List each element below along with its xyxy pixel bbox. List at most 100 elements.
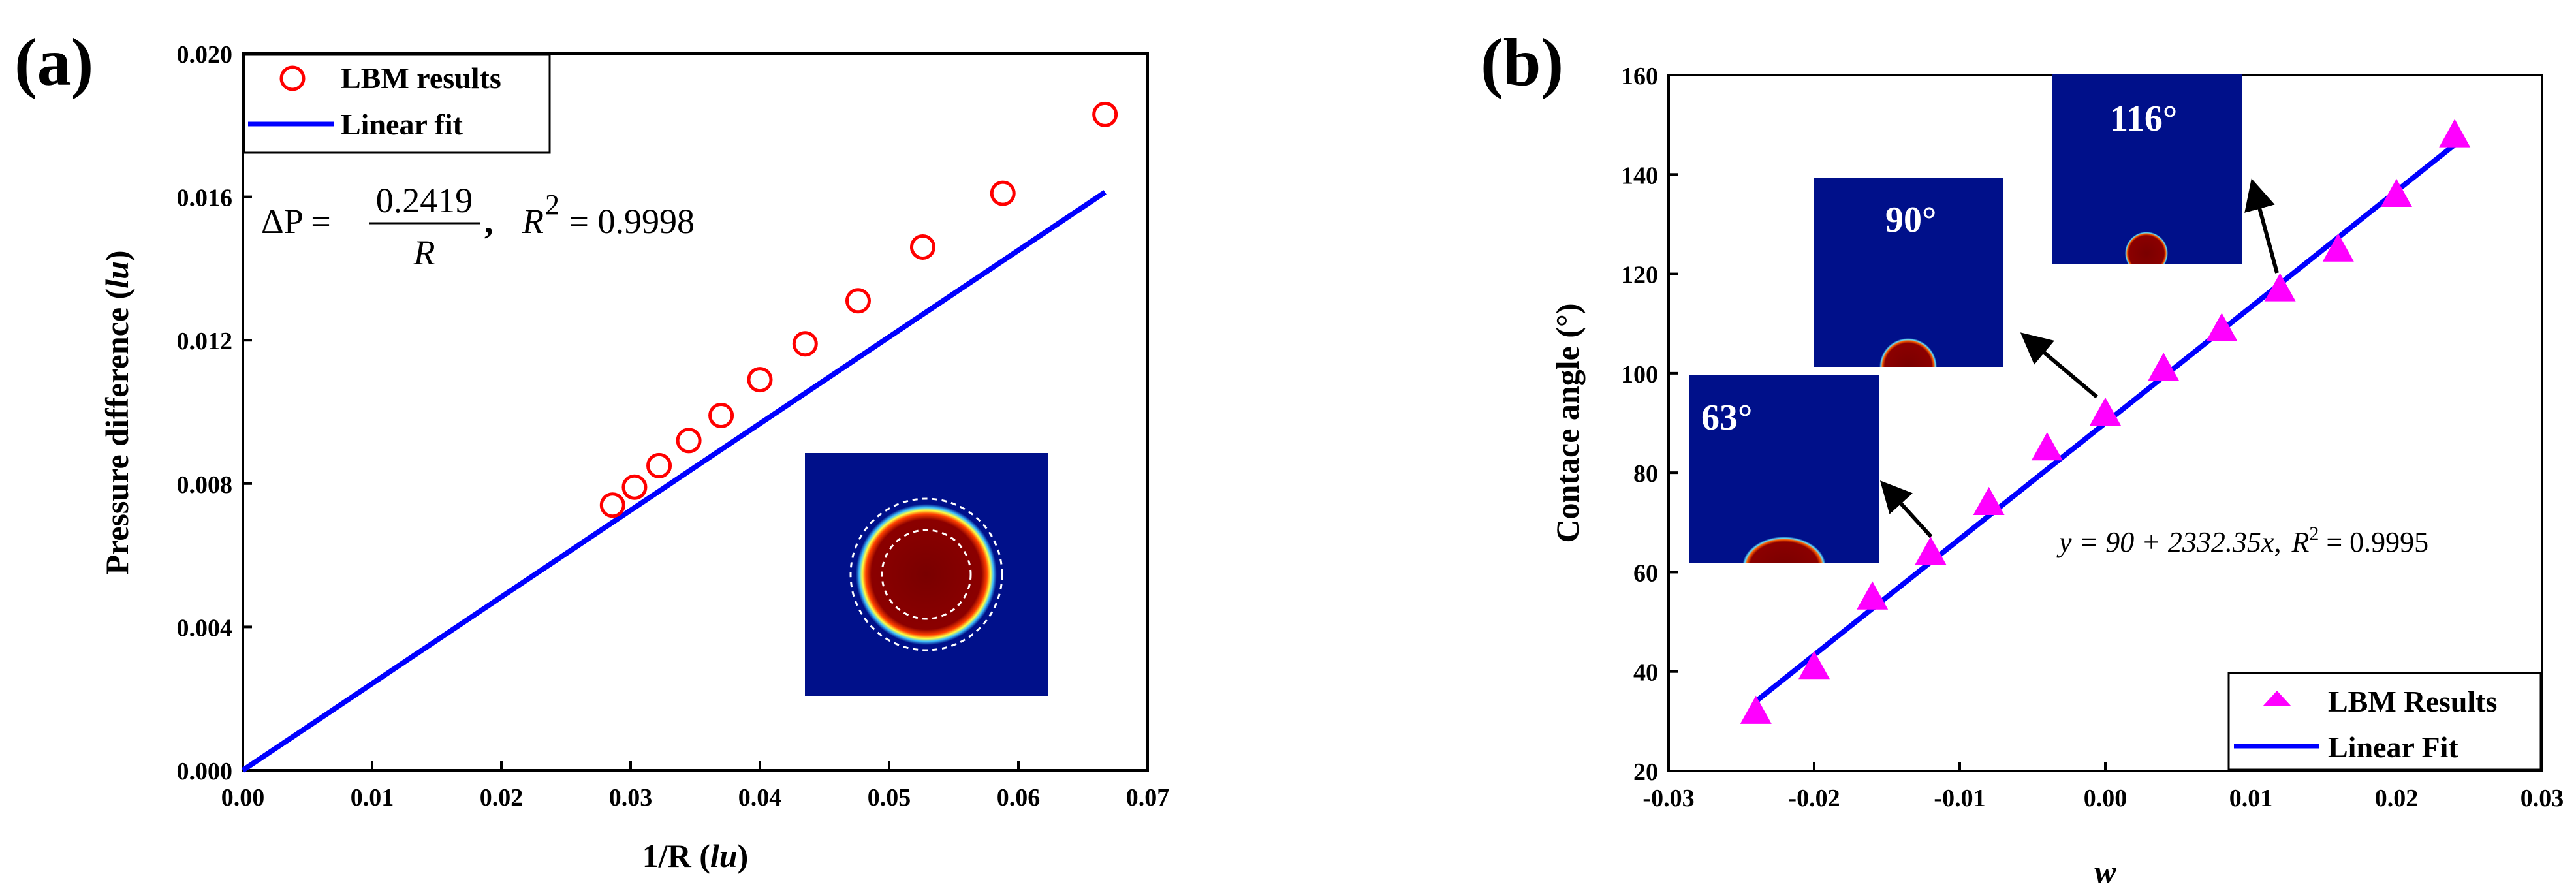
panel-b-arrow-116 [2244, 178, 2279, 274]
panel-b-x-ticks: -0.03 -0.02 -0.01 0.00 0.01 0.02 0.03 [1642, 762, 2564, 812]
panel-a-eq-r2-sup: 2 [545, 189, 559, 221]
panel-a-eq-numerator: 0.2419 [376, 181, 473, 220]
panel-b: (b) -0.03 -0.02 -0.01 0.00 0.01 0.02 0.03 20 40… [1481, 25, 2564, 890]
panel-b-data-point [1973, 486, 2005, 516]
panel-b-x-tick-label: 0.01 [2229, 785, 2273, 812]
panel-a-y-ticks: 0.000 0.004 0.008 0.012 0.016 0.020 [177, 41, 252, 785]
panel-a-y-tick-label: 0.008 [177, 471, 233, 499]
panel-b-inset-90: 90° [1814, 178, 2003, 367]
panel-b-x-axis-label: w [2094, 853, 2116, 890]
panel-b-legend: LBM Results Linear Fit [2227, 672, 2542, 771]
panel-a-y-tick-label: 0.004 [177, 614, 233, 642]
panel-b-inset-116-label: 116° [2110, 99, 2177, 139]
panel-b-data-point [2264, 273, 2296, 302]
panel-a-eq-denominator: R [413, 233, 435, 272]
panel-b-data-point [2381, 178, 2412, 207]
panel-a-y-tick-label: 0.012 [177, 328, 233, 355]
panel-b-x-tick-label: 0.02 [2375, 785, 2419, 812]
panel-b-arrow-63 [1879, 480, 1933, 539]
panel-b-inset-90-drop [1879, 338, 1937, 367]
panel-b-x-tick-label: -0.03 [1642, 785, 1694, 812]
panel-b-inset-63-drop [1742, 537, 1826, 563]
panel-a-legend-label-lbm: LBM results [341, 61, 501, 95]
panel-b-y-axis-label: Contace angle (°) [1549, 303, 1586, 542]
panel-a-x-tick-label: 0.04 [738, 784, 782, 811]
panel-b-y-tick-label: 20 [1633, 759, 1658, 786]
panel-b-y-tick-label: 140 [1621, 162, 1658, 189]
panel-a-y-tick-label: 0.000 [177, 758, 233, 785]
panel-b-data-points [1740, 119, 2471, 724]
panel-a-x-axis-label: 1/R (lu) [642, 838, 749, 874]
panel-a-data-point [909, 234, 935, 260]
panel-b-inset-63-background [1689, 375, 1879, 563]
panel-a-data-point [1092, 101, 1118, 127]
panel-a-legend-circle-marker [279, 65, 306, 91]
panel-a-eq-r2-value: = 0.9998 [560, 202, 695, 241]
panel-a-linear-fit [241, 190, 1107, 773]
panel-a-data-point [676, 428, 702, 454]
panel-b-legend-box [2227, 672, 2542, 771]
panel-a-data-point [845, 288, 871, 314]
panel-a-legend: LBM results Linear fit [243, 54, 551, 154]
panel-a-fit-line [241, 190, 1107, 773]
panel-b-y-tick-label: 60 [1633, 559, 1658, 587]
panel-b-legend-triangle-marker [2263, 691, 2291, 706]
panel-a-inset-drop [856, 504, 997, 645]
panel-a-data-point [990, 180, 1016, 206]
panel-b-data-point [1857, 581, 1889, 610]
panel-a-inset-droplet [805, 453, 1048, 696]
panel-a-x-ticks: 0.00 0.01 0.02 0.03 0.04 0.05 0.06 0.07 [221, 761, 1170, 811]
panel-b-legend-label-lbm: LBM Results [2328, 685, 2497, 718]
panel-b-arrow-90 [2020, 332, 2098, 399]
panel-a-eq-lhs: ΔP = [261, 202, 331, 241]
panel-b-y-tick-label: 160 [1621, 63, 1658, 90]
panel-b-y-tick-label: 100 [1621, 361, 1658, 388]
panel-b-data-point [2322, 233, 2354, 262]
panel-a-y-tick-label: 0.016 [177, 185, 233, 212]
panel-b-data-point [2206, 313, 2238, 341]
panel-a-equation: ΔP = 0.2419 R , R 2 = 0.9998 [261, 181, 695, 272]
panel-b-equation: y = 90 + 2332.35x, R2 = 0.9995 [2056, 523, 2428, 558]
panel-b-data-point [2031, 432, 2063, 461]
panel-a-x-tick-label: 0.02 [480, 784, 524, 811]
panel-a-y-tick-label: 0.020 [177, 41, 233, 69]
panel-b-inset-116: 116° [2052, 74, 2242, 264]
panel-b-inset-90-label: 90° [1885, 200, 1936, 240]
panel-a-data-point [708, 402, 734, 428]
panel-b-legend-label-fit: Linear Fit [2328, 730, 2458, 764]
panel-b-y-tick-label: 120 [1621, 262, 1658, 289]
panel-a-data-point [747, 367, 773, 393]
panel-b-label: (b) [1481, 25, 1563, 100]
panel-b-y-tick-label: 40 [1633, 659, 1658, 687]
panel-a-data-point [646, 452, 672, 478]
panel-b-x-tick-label: 0.03 [2521, 785, 2564, 812]
panel-b-data-point [2439, 119, 2471, 148]
panel-a-plot-frame [242, 52, 1149, 772]
panel-a-x-tick-label: 0.05 [868, 784, 911, 811]
panel-a-eq-r2-label: R [522, 202, 544, 241]
panel-b-inset-90-background [1814, 178, 2003, 367]
panel-a-data-point [599, 492, 625, 518]
panel-a-inset-inner-dashed-circle [881, 529, 972, 620]
panel-b-inset-63: 63° [1689, 375, 1879, 563]
panel-a-x-tick-label: 0.01 [351, 784, 394, 811]
panel-b-x-tick-label: -0.02 [1788, 785, 1840, 812]
panel-a-data-point [792, 331, 818, 357]
panel-a-x-tick-label: 0.03 [609, 784, 653, 811]
panel-a-data-point [621, 474, 648, 500]
panel-b-inset-63-label: 63° [1701, 398, 1752, 438]
panel-b-x-tick-label: 0.00 [2084, 785, 2128, 812]
panel-b-data-point [2090, 397, 2121, 426]
panel-a-inset-outer-dashed-circle [849, 497, 1003, 651]
panel-a: (a) 0.00 0.01 0.02 0.03 0.04 0.05 0.06 0.07 0.0… [14, 25, 1169, 874]
panel-a-legend-box [243, 54, 551, 154]
panel-b-y-ticks: 20 40 60 80 100 120 140 160 [1621, 63, 1678, 786]
panel-b-inset-116-drop [2125, 232, 2168, 264]
panel-b-y-tick-label: 80 [1633, 460, 1658, 488]
panel-a-x-tick-label: 0.07 [1126, 784, 1170, 811]
panel-a-label: (a) [14, 25, 93, 100]
panel-b-data-point [1798, 651, 1830, 680]
panel-a-eq-separator: , [484, 202, 494, 241]
panel-a-x-tick-label: 0.06 [997, 784, 1041, 811]
panel-a-data-points [599, 101, 1118, 518]
